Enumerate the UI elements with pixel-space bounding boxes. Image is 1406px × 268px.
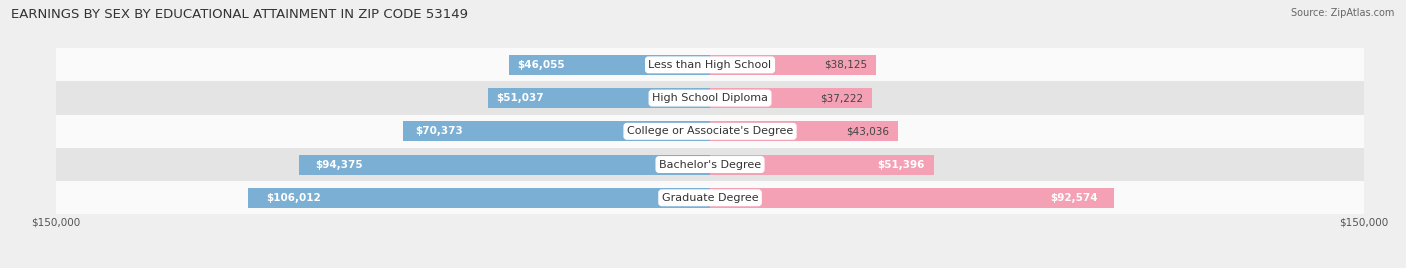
Text: Source: ZipAtlas.com: Source: ZipAtlas.com bbox=[1291, 8, 1395, 18]
Text: $92,574: $92,574 bbox=[1050, 193, 1098, 203]
Text: Less than High School: Less than High School bbox=[648, 60, 772, 70]
Text: $106,012: $106,012 bbox=[267, 193, 321, 203]
Bar bbox=[298, 155, 710, 174]
Text: $70,373: $70,373 bbox=[416, 126, 464, 136]
Text: EARNINGS BY SEX BY EDUCATIONAL ATTAINMENT IN ZIP CODE 53149: EARNINGS BY SEX BY EDUCATIONAL ATTAINMEN… bbox=[11, 8, 468, 21]
Text: $43,036: $43,036 bbox=[846, 126, 889, 136]
Text: $51,396: $51,396 bbox=[877, 159, 925, 170]
Bar bbox=[56, 115, 1364, 148]
Bar bbox=[509, 55, 710, 75]
Text: College or Associate's Degree: College or Associate's Degree bbox=[627, 126, 793, 136]
Bar bbox=[56, 148, 1364, 181]
Text: Bachelor's Degree: Bachelor's Degree bbox=[659, 159, 761, 170]
Text: Graduate Degree: Graduate Degree bbox=[662, 193, 758, 203]
Text: $37,222: $37,222 bbox=[821, 93, 863, 103]
Bar bbox=[56, 48, 1364, 81]
Bar bbox=[710, 188, 1114, 208]
Bar bbox=[56, 81, 1364, 115]
Bar bbox=[247, 188, 710, 208]
Bar bbox=[710, 121, 897, 141]
Bar bbox=[710, 55, 876, 75]
Bar bbox=[710, 155, 934, 174]
Bar bbox=[488, 88, 710, 108]
Bar bbox=[56, 181, 1364, 214]
Bar bbox=[710, 88, 872, 108]
Text: $51,037: $51,037 bbox=[496, 93, 544, 103]
Text: $46,055: $46,055 bbox=[517, 60, 565, 70]
Text: $94,375: $94,375 bbox=[315, 159, 363, 170]
Text: High School Diploma: High School Diploma bbox=[652, 93, 768, 103]
Text: $38,125: $38,125 bbox=[824, 60, 868, 70]
Bar bbox=[404, 121, 710, 141]
